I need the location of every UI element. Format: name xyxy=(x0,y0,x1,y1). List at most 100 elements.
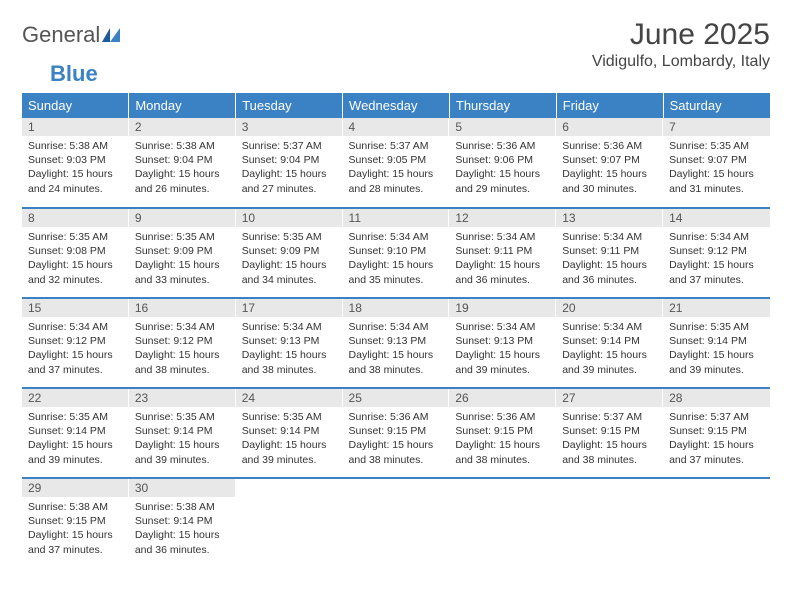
sunset-line: Sunset: 9:14 PM xyxy=(135,514,230,528)
day-details: Sunrise: 5:34 AMSunset: 9:11 PMDaylight:… xyxy=(556,227,663,293)
calendar-cell: 25Sunrise: 5:36 AMSunset: 9:15 PMDayligh… xyxy=(343,388,450,478)
day-details: Sunrise: 5:37 AMSunset: 9:15 PMDaylight:… xyxy=(556,407,663,473)
calendar-cell: 4Sunrise: 5:37 AMSunset: 9:05 PMDaylight… xyxy=(343,118,450,208)
sunset-line: Sunset: 9:11 PM xyxy=(562,244,657,258)
day-number: 6 xyxy=(556,118,663,136)
day-details: Sunrise: 5:37 AMSunset: 9:05 PMDaylight:… xyxy=(343,136,450,202)
calendar-head: SundayMondayTuesdayWednesdayThursdayFrid… xyxy=(22,93,770,118)
calendar-cell: 30Sunrise: 5:38 AMSunset: 9:14 PMDayligh… xyxy=(129,478,236,568)
logo: General xyxy=(22,18,122,46)
daylight-line: Daylight: 15 hours and 36 minutes. xyxy=(135,528,230,556)
day-number: 8 xyxy=(22,209,129,227)
day-details: Sunrise: 5:35 AMSunset: 9:14 PMDaylight:… xyxy=(22,407,129,473)
day-number-empty xyxy=(663,479,770,497)
sunrise-line: Sunrise: 5:36 AM xyxy=(455,410,550,424)
sunrise-line: Sunrise: 5:38 AM xyxy=(28,139,123,153)
day-details: Sunrise: 5:34 AMSunset: 9:12 PMDaylight:… xyxy=(129,317,236,383)
sunrise-line: Sunrise: 5:35 AM xyxy=(135,230,230,244)
day-number: 27 xyxy=(556,389,663,407)
sunrise-line: Sunrise: 5:35 AM xyxy=(28,230,123,244)
daylight-line: Daylight: 15 hours and 38 minutes. xyxy=(242,348,337,376)
sunrise-line: Sunrise: 5:34 AM xyxy=(562,320,657,334)
sunrise-line: Sunrise: 5:34 AM xyxy=(135,320,230,334)
calendar-cell: 17Sunrise: 5:34 AMSunset: 9:13 PMDayligh… xyxy=(236,298,343,388)
day-details: Sunrise: 5:34 AMSunset: 9:13 PMDaylight:… xyxy=(236,317,343,383)
calendar-cell: 18Sunrise: 5:34 AMSunset: 9:13 PMDayligh… xyxy=(343,298,450,388)
day-details: Sunrise: 5:34 AMSunset: 9:12 PMDaylight:… xyxy=(663,227,770,293)
calendar-cell: 12Sunrise: 5:34 AMSunset: 9:11 PMDayligh… xyxy=(449,208,556,298)
calendar-cell xyxy=(663,478,770,568)
day-number-empty xyxy=(343,479,450,497)
sunset-line: Sunset: 9:03 PM xyxy=(28,153,123,167)
day-header: Saturday xyxy=(663,93,770,118)
calendar-cell: 8Sunrise: 5:35 AMSunset: 9:08 PMDaylight… xyxy=(22,208,129,298)
calendar-cell: 11Sunrise: 5:34 AMSunset: 9:10 PMDayligh… xyxy=(343,208,450,298)
day-number: 19 xyxy=(449,299,556,317)
daylight-line: Daylight: 15 hours and 38 minutes. xyxy=(135,348,230,376)
daylight-line: Daylight: 15 hours and 28 minutes. xyxy=(349,167,444,195)
day-number: 1 xyxy=(22,118,129,136)
day-number: 16 xyxy=(129,299,236,317)
day-header: Monday xyxy=(129,93,236,118)
calendar-cell: 20Sunrise: 5:34 AMSunset: 9:14 PMDayligh… xyxy=(556,298,663,388)
day-number-empty xyxy=(449,479,556,497)
sunrise-line: Sunrise: 5:37 AM xyxy=(669,410,764,424)
day-header: Wednesday xyxy=(343,93,450,118)
sunset-line: Sunset: 9:15 PM xyxy=(349,424,444,438)
daylight-line: Daylight: 15 hours and 31 minutes. xyxy=(669,167,764,195)
day-details: Sunrise: 5:36 AMSunset: 9:15 PMDaylight:… xyxy=(449,407,556,473)
daylight-line: Daylight: 15 hours and 37 minutes. xyxy=(669,438,764,466)
sunrise-line: Sunrise: 5:36 AM xyxy=(562,139,657,153)
daylight-line: Daylight: 15 hours and 24 minutes. xyxy=(28,167,123,195)
sunset-line: Sunset: 9:14 PM xyxy=(562,334,657,348)
calendar-cell: 19Sunrise: 5:34 AMSunset: 9:13 PMDayligh… xyxy=(449,298,556,388)
day-details: Sunrise: 5:38 AMSunset: 9:15 PMDaylight:… xyxy=(22,497,129,563)
calendar-cell xyxy=(556,478,663,568)
daylight-line: Daylight: 15 hours and 36 minutes. xyxy=(562,258,657,286)
calendar-cell: 28Sunrise: 5:37 AMSunset: 9:15 PMDayligh… xyxy=(663,388,770,478)
sunrise-line: Sunrise: 5:34 AM xyxy=(28,320,123,334)
daylight-line: Daylight: 15 hours and 30 minutes. xyxy=(562,167,657,195)
sunrise-line: Sunrise: 5:34 AM xyxy=(669,230,764,244)
sunset-line: Sunset: 9:13 PM xyxy=(349,334,444,348)
sunset-line: Sunset: 9:09 PM xyxy=(135,244,230,258)
day-details: Sunrise: 5:35 AMSunset: 9:08 PMDaylight:… xyxy=(22,227,129,293)
daylight-line: Daylight: 15 hours and 27 minutes. xyxy=(242,167,337,195)
daylight-line: Daylight: 15 hours and 39 minutes. xyxy=(242,438,337,466)
daylight-line: Daylight: 15 hours and 38 minutes. xyxy=(562,438,657,466)
day-details: Sunrise: 5:36 AMSunset: 9:15 PMDaylight:… xyxy=(343,407,450,473)
day-details: Sunrise: 5:38 AMSunset: 9:03 PMDaylight:… xyxy=(22,136,129,202)
sunset-line: Sunset: 9:15 PM xyxy=(28,514,123,528)
day-details: Sunrise: 5:35 AMSunset: 9:14 PMDaylight:… xyxy=(129,407,236,473)
sunset-line: Sunset: 9:15 PM xyxy=(455,424,550,438)
sunrise-line: Sunrise: 5:35 AM xyxy=(135,410,230,424)
calendar-cell: 14Sunrise: 5:34 AMSunset: 9:12 PMDayligh… xyxy=(663,208,770,298)
sunrise-line: Sunrise: 5:35 AM xyxy=(242,230,337,244)
day-number: 4 xyxy=(343,118,450,136)
daylight-line: Daylight: 15 hours and 38 minutes. xyxy=(349,348,444,376)
calendar-body: 1Sunrise: 5:38 AMSunset: 9:03 PMDaylight… xyxy=(22,118,770,568)
sunset-line: Sunset: 9:13 PM xyxy=(455,334,550,348)
daylight-line: Daylight: 15 hours and 38 minutes. xyxy=(349,438,444,466)
day-number: 30 xyxy=(129,479,236,497)
sunrise-line: Sunrise: 5:38 AM xyxy=(135,139,230,153)
month-title: June 2025 xyxy=(592,18,770,51)
day-details: Sunrise: 5:37 AMSunset: 9:15 PMDaylight:… xyxy=(663,407,770,473)
sunrise-line: Sunrise: 5:36 AM xyxy=(455,139,550,153)
calendar-cell: 21Sunrise: 5:35 AMSunset: 9:14 PMDayligh… xyxy=(663,298,770,388)
daylight-line: Daylight: 15 hours and 35 minutes. xyxy=(349,258,444,286)
calendar-table: SundayMondayTuesdayWednesdayThursdayFrid… xyxy=(22,93,770,568)
daylight-line: Daylight: 15 hours and 38 minutes. xyxy=(455,438,550,466)
sunset-line: Sunset: 9:14 PM xyxy=(135,424,230,438)
sunset-line: Sunset: 9:07 PM xyxy=(669,153,764,167)
daylight-line: Daylight: 15 hours and 39 minutes. xyxy=(669,348,764,376)
calendar-cell: 9Sunrise: 5:35 AMSunset: 9:09 PMDaylight… xyxy=(129,208,236,298)
sunrise-line: Sunrise: 5:34 AM xyxy=(562,230,657,244)
day-details: Sunrise: 5:34 AMSunset: 9:14 PMDaylight:… xyxy=(556,317,663,383)
day-number: 21 xyxy=(663,299,770,317)
sunset-line: Sunset: 9:15 PM xyxy=(669,424,764,438)
sunrise-line: Sunrise: 5:37 AM xyxy=(349,139,444,153)
calendar-cell: 29Sunrise: 5:38 AMSunset: 9:15 PMDayligh… xyxy=(22,478,129,568)
day-details: Sunrise: 5:35 AMSunset: 9:07 PMDaylight:… xyxy=(663,136,770,202)
sunrise-line: Sunrise: 5:36 AM xyxy=(349,410,444,424)
